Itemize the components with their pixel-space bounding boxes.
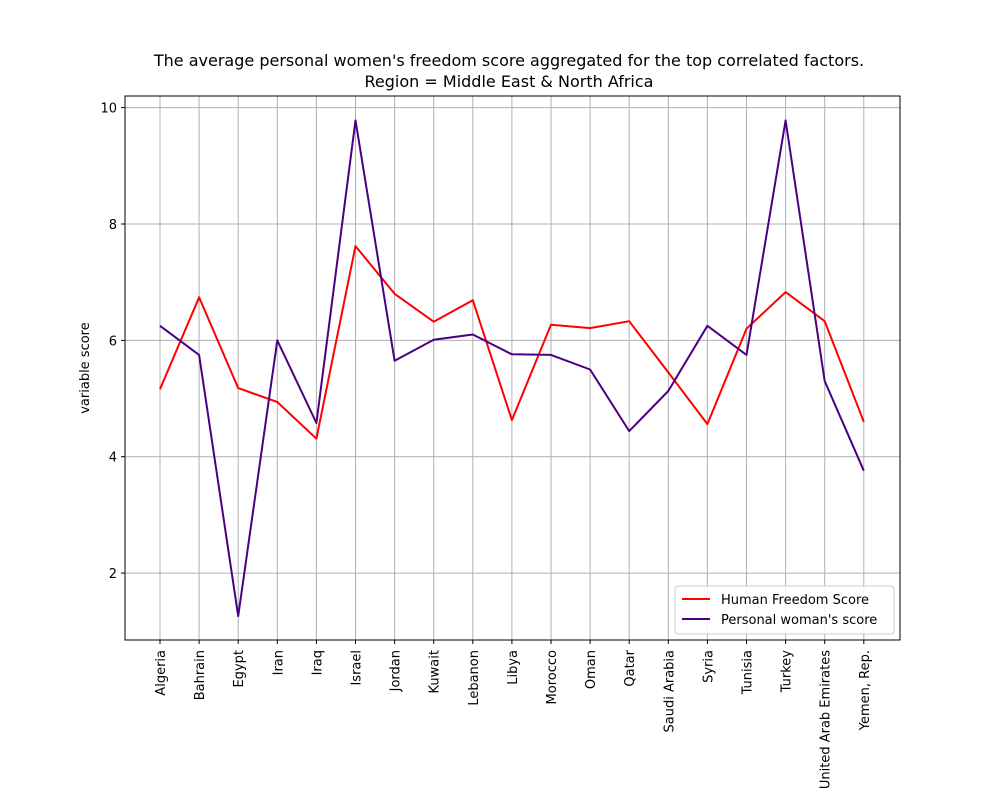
x-tick-label: Turkey: [780, 650, 795, 694]
y-axis-label: variable score: [78, 322, 93, 414]
x-tick-label: Oman: [584, 650, 599, 689]
x-tick-label: United Arab Emirates: [819, 650, 834, 789]
chart-subtitle: Region = Middle East & North Africa: [364, 72, 654, 91]
series-line-personal-woman: [159, 119, 865, 618]
x-tick-label: Saudi Arabia: [662, 650, 677, 733]
x-tick-label: Tunisia: [741, 650, 756, 695]
grid: [125, 96, 900, 640]
y-tick-label: 8: [109, 218, 117, 233]
legend-box: [674, 585, 895, 635]
chart-title: The average personal women's freedom sco…: [153, 51, 865, 70]
plot-frame: [124, 95, 901, 641]
x-tick-label: Morocco: [545, 650, 560, 704]
x-tick-label: Bahrain: [193, 650, 208, 700]
y-tick-label: 4: [109, 451, 117, 466]
x-tick-label: Algeria: [154, 650, 169, 696]
legend-label-human-freedom: Human Freedom Score: [721, 593, 869, 608]
series-line-human-freedom: [159, 245, 865, 440]
x-tick-label: Yemen, Rep.: [858, 650, 873, 731]
x-tick-label: Iraq: [310, 650, 325, 675]
series-lines: [159, 119, 865, 618]
x-tick-label: Syria: [701, 650, 716, 683]
axis-ticks: Algeria Bahrain Egypt Iran Iraq Israel Jordan K…: [100, 102, 872, 789]
legend-label-personal-woman: Personal woman's score: [721, 613, 877, 628]
y-tick-label: 2: [109, 567, 117, 582]
x-tick-label: Lebanon: [467, 650, 482, 706]
x-tick-label: Libya: [506, 650, 521, 685]
legend: Human Freedom Score Personal woman's sco…: [674, 585, 895, 635]
x-tick-label: Qatar: [623, 649, 638, 686]
y-tick-label: 10: [100, 102, 117, 117]
y-tick-label: 6: [109, 334, 117, 349]
x-tick-label: Jordan: [389, 650, 404, 692]
x-tick-label: Israel: [350, 650, 365, 686]
x-tick-label: Iran: [271, 650, 286, 675]
x-tick-label: Egypt: [232, 650, 247, 688]
x-tick-label: Kuwait: [428, 650, 443, 693]
